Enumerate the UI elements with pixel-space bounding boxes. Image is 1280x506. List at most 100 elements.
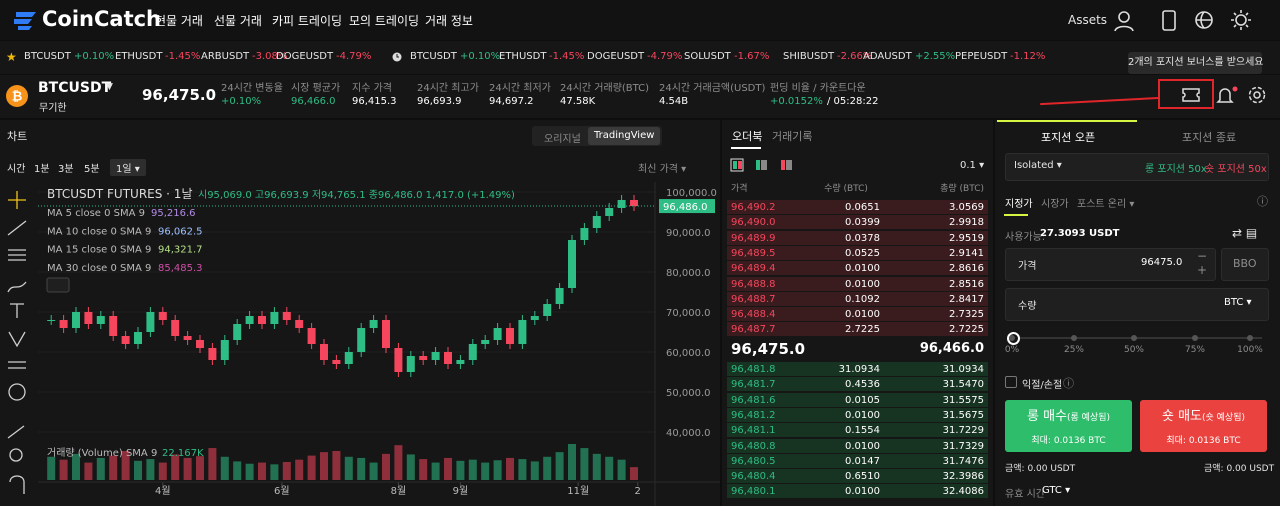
candle-body (258, 316, 266, 324)
assets[interactable]: Assets (1068, 13, 1108, 27)
orderbook-column: 수량 (BTC) (824, 184, 868, 194)
info-icon[interactable]: ⓘ (1063, 377, 1074, 390)
qty-unit[interactable]: BTC ▾ (1224, 297, 1252, 308)
volume-bar (630, 467, 638, 480)
price-step[interactable]: 0.1 ▾ (960, 160, 985, 171)
ticker-symbol[interactable]: BTCUSDT (410, 51, 457, 62)
price-mode[interactable]: 최신 가격 ▾ (638, 164, 687, 175)
volume-bar (72, 453, 80, 480)
interval[interactable]: 3분 (58, 164, 74, 175)
short-button-label[interactable]: 숏 매도(숏 예상됨) (1140, 405, 1267, 424)
volume-bar (307, 455, 316, 480)
nav-menu-item[interactable]: 선물 거래 (214, 14, 262, 28)
candle-body (121, 336, 130, 344)
orderbook-tab[interactable]: 거래기록 (772, 130, 813, 143)
chart-tab[interactable]: TradingView (594, 130, 655, 141)
long-amount: 금액: 0.00 USDT (1005, 464, 1076, 474)
stat-label: 24시간 최저가 (489, 83, 551, 94)
ticker-symbol[interactable]: ARBUSDT (201, 51, 250, 62)
nav-menu-item[interactable]: 현물 거래 (155, 14, 203, 28)
symbol[interactable]: BTCUSDT (38, 80, 112, 96)
last-price-tag-bg (659, 199, 715, 214)
slider-label: 25% (1063, 345, 1084, 355)
ticker-symbol[interactable]: DOGEUSDT (276, 51, 334, 62)
chart-tab[interactable]: 오리지널 (544, 134, 581, 145)
volume-bar (493, 460, 502, 480)
trade-tab[interactable]: 포지션 종료 (1182, 131, 1237, 144)
tif-value[interactable]: GTC ▾ (1042, 485, 1071, 496)
contract-type: 무기한 (39, 103, 67, 114)
ticker-symbol[interactable]: ETHUSDT (115, 51, 163, 62)
x-tick-label: 8월 (391, 485, 407, 497)
order-type[interactable]: 지정가 (1005, 199, 1033, 210)
price-value[interactable]: 96475.0 (1141, 257, 1183, 268)
nav-menu-item[interactable]: 거래 정보 (425, 14, 473, 28)
nav-menu-item[interactable]: 카피 트레이딩 (272, 14, 343, 28)
info-icon[interactable]: ⓘ (1257, 195, 1268, 208)
asks-total: 2.9519 (949, 232, 984, 244)
long-leverage[interactable]: 롱 포지션 50x (1145, 164, 1207, 175)
ticker-symbol[interactable]: PEPEUSDT (955, 51, 1008, 62)
candle-body (468, 344, 477, 360)
tpsl-checkbox[interactable] (1005, 376, 1017, 388)
bbo[interactable]: BBO (1233, 257, 1257, 270)
stat-value: 96,466.0 (291, 96, 336, 107)
short-max: 최대: 0.0136 BTC (1166, 436, 1241, 446)
margin-box[interactable] (1005, 153, 1269, 181)
candle-body (134, 332, 142, 344)
ticker-symbol[interactable]: DOGEUSDT (587, 51, 645, 62)
short-button[interactable] (1140, 400, 1267, 452)
candle-body (506, 328, 514, 344)
bids-total: 31.0934 (942, 364, 984, 375)
interval[interactable]: 5분 (84, 164, 100, 175)
asks-amount: 0.0525 (845, 247, 880, 259)
bids-price: 96,481.6 (731, 394, 776, 406)
interval[interactable]: 1분 (34, 164, 50, 175)
candle-body (444, 352, 452, 364)
x-tick-label: 9월 (453, 485, 469, 497)
bids-amount: 0.0100 (845, 409, 880, 421)
volume-bar (617, 459, 626, 480)
trade-tab[interactable]: 포지션 오픈 (1041, 131, 1096, 144)
symbol-dropdown[interactable]: ▼ (106, 82, 113, 92)
tif-label: 유효 시간 (1005, 489, 1045, 500)
logo-icon (14, 12, 36, 30)
ticker-symbol[interactable]: ETHUSDT (499, 51, 547, 62)
order-type[interactable]: 시장가 (1041, 199, 1069, 210)
asks-price: 96,488.7 (731, 293, 776, 305)
bids-depth (727, 469, 988, 484)
price-input[interactable] (1005, 248, 1216, 281)
ticker-symbol[interactable]: SOLUSDT (684, 51, 731, 62)
bids-amount: 31.0934 (838, 364, 880, 375)
stat-label: 24시간 최고가 (417, 83, 479, 94)
transfer-icons[interactable]: ⇄ ▤ (1232, 226, 1258, 240)
stat-label: 24시간 거래량(BTC) (560, 83, 650, 94)
candle-body (419, 356, 428, 360)
ticker-symbol[interactable]: SHIBUSDT (783, 51, 835, 62)
bids-total: 31.7476 (942, 455, 984, 467)
bids-depth (727, 423, 988, 438)
qty-input[interactable] (1005, 288, 1269, 321)
y-tick-label: 70,000.0 (666, 308, 711, 319)
long-hint: (롱 예상됨) (1067, 413, 1111, 423)
price-label: 가격 (1018, 261, 1037, 272)
short-leverage[interactable]: 숏 포지션 50x (1205, 164, 1267, 175)
ticker-symbol[interactable]: ADAUSDT (863, 51, 912, 62)
long-button-label[interactable]: 롱 매수(롱 예상됨) (1005, 405, 1132, 424)
stepper[interactable]: − + (1197, 249, 1208, 277)
header-icons (1182, 86, 1266, 104)
order-type[interactable]: 포스트 온리 ▾ (1077, 199, 1135, 210)
orderbook-tab[interactable]: 오더북 (732, 130, 763, 143)
margin-mode[interactable]: Isolated ▾ (1014, 160, 1062, 171)
bbo-box[interactable] (1221, 248, 1269, 281)
stat-value: 96,415.3 (352, 96, 397, 107)
logo[interactable]: CoinCatch (42, 7, 162, 31)
ticker-symbol[interactable]: BTCUSDT (24, 51, 71, 62)
long-button[interactable] (1005, 400, 1132, 452)
short-label: 숏 매도 (1161, 409, 1202, 424)
nav-menu-item[interactable]: 모의 트레이딩 (349, 14, 420, 28)
volume-bar (580, 448, 589, 480)
interval[interactable]: 1일 ▾ (110, 159, 146, 176)
bids-amount: 0.6510 (845, 471, 880, 483)
annotation-box (1158, 79, 1214, 109)
